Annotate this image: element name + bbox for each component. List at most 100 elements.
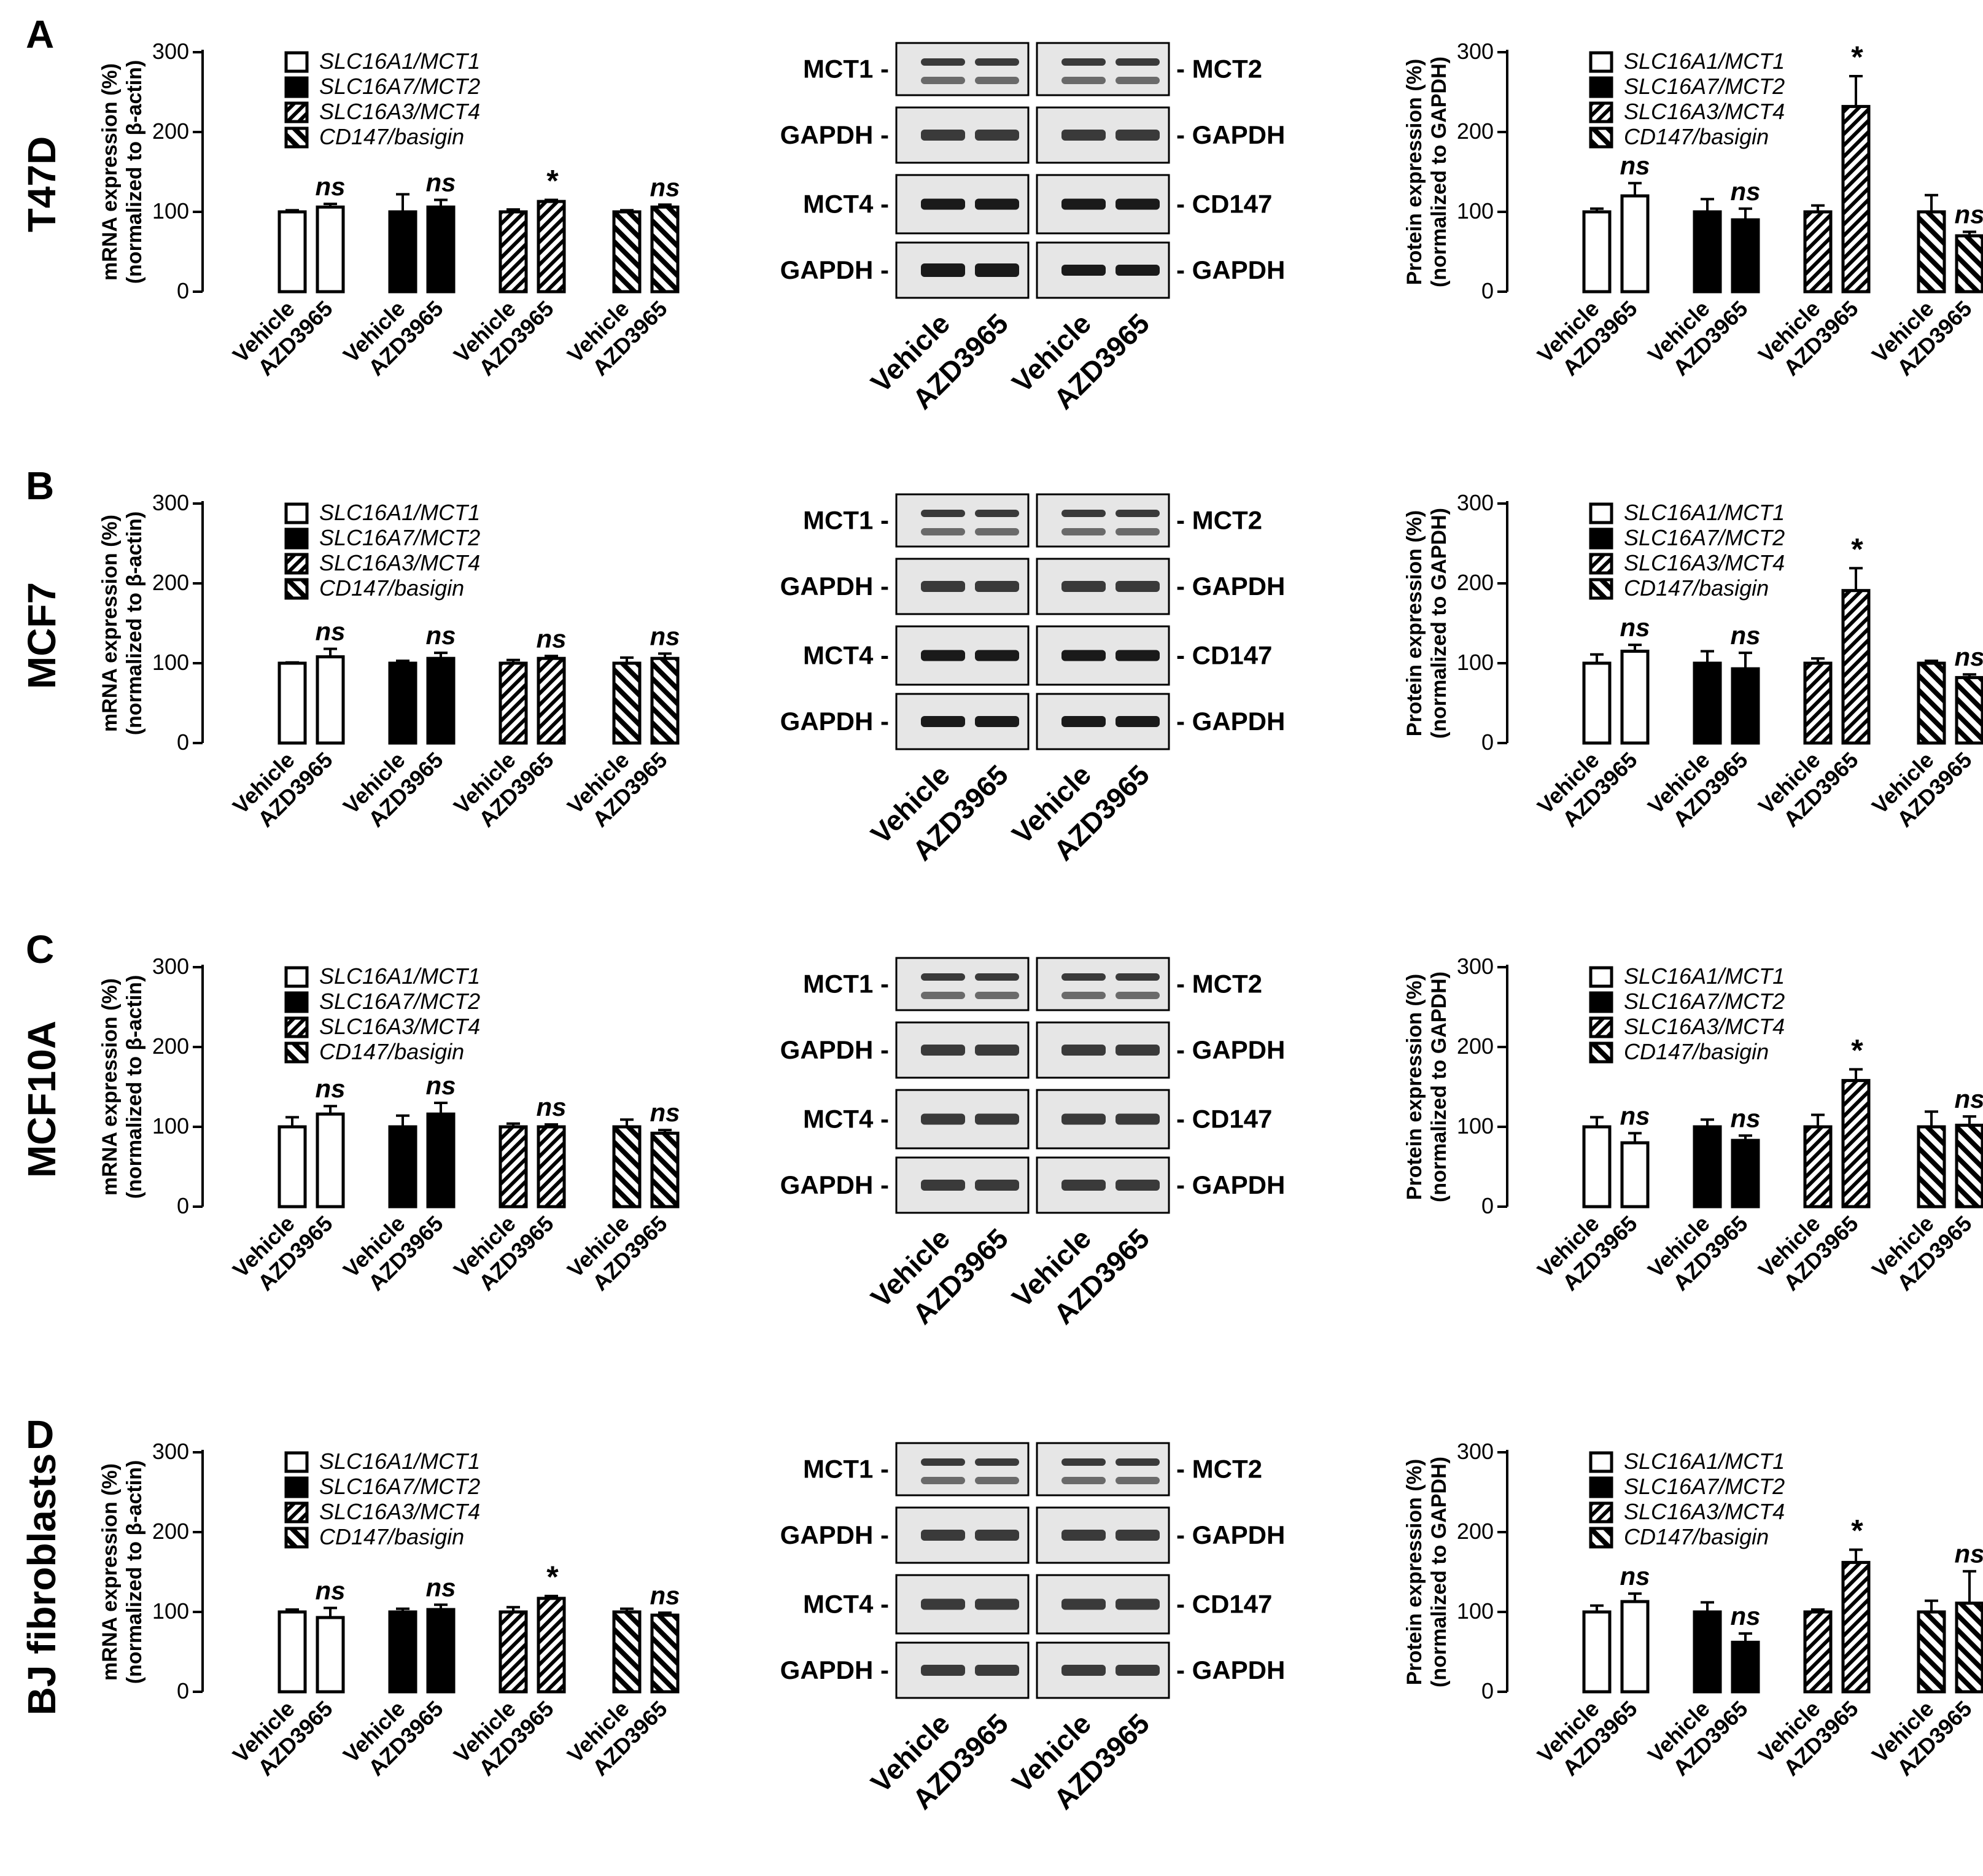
- legend-label: SLC16A3/MCT4: [1624, 99, 1785, 124]
- blot-band: [921, 1458, 965, 1466]
- legend-label: SLC16A7/MCT2: [319, 525, 480, 550]
- significance-label: ns: [1954, 1084, 1983, 1113]
- blot-band: [1116, 265, 1160, 276]
- blot-band: [921, 528, 965, 535]
- bar: [1731, 1640, 1760, 1694]
- panel-letter: A: [26, 12, 54, 56]
- blot-band: [1061, 130, 1106, 141]
- blot-band: [1116, 510, 1160, 517]
- bar: [426, 1608, 456, 1694]
- blot-band: [1116, 130, 1160, 141]
- blot-left-label: MCT1 -: [803, 506, 889, 535]
- bar: [1620, 650, 1650, 745]
- legend-swatch: [284, 553, 309, 575]
- significance-label: ns: [1730, 1602, 1760, 1630]
- legend-label: SLC16A7/MCT2: [319, 1474, 480, 1499]
- blot-band: [921, 58, 965, 66]
- blot-band: [921, 650, 965, 661]
- cell-line-label: MCF10A: [20, 1021, 64, 1178]
- bar: [1841, 1560, 1871, 1694]
- y-tick-label: 100: [1457, 1598, 1494, 1624]
- significance-label: ns: [1730, 1103, 1760, 1132]
- blot-band: [1061, 1113, 1106, 1125]
- legend-swatch: [1589, 1527, 1613, 1549]
- legend-label: SLC16A3/MCT4: [319, 1014, 480, 1039]
- significance-label: *: [1850, 532, 1863, 566]
- blot-box: [895, 957, 1030, 1011]
- blot-box: [1036, 493, 1170, 548]
- bar: [1803, 1610, 1833, 1694]
- blot-left-label: GAPDH -: [780, 1656, 889, 1684]
- blot-band: [975, 510, 1019, 517]
- bar: [1693, 661, 1722, 745]
- bar: [1582, 1125, 1612, 1209]
- significance-label: ns: [1620, 1101, 1650, 1130]
- bar: [499, 661, 528, 745]
- blot-band: [1061, 265, 1106, 276]
- blot-band: [921, 973, 965, 981]
- bar: [388, 210, 417, 294]
- legend-label: SLC16A1/MCT1: [319, 500, 480, 525]
- blot-right-label: - GAPDH: [1176, 707, 1285, 736]
- blot-band: [1116, 58, 1160, 66]
- blot-band: [921, 581, 965, 592]
- blot-band: [975, 1458, 1019, 1466]
- bar: [1620, 1141, 1650, 1209]
- y-axis-label: (normalized to β-actin): [123, 1460, 146, 1684]
- blot-band: [1116, 1598, 1160, 1610]
- legend-label: SLC16A7/MCT2: [319, 989, 480, 1014]
- blot-band: [921, 992, 965, 999]
- bar: [537, 1125, 566, 1209]
- legend-swatch: [1589, 76, 1613, 98]
- bar: [388, 1125, 417, 1209]
- blot-band: [975, 77, 1019, 84]
- y-tick-label: 200: [1457, 1519, 1494, 1544]
- legend-label: SLC16A3/MCT4: [1624, 550, 1785, 575]
- blot-band: [1116, 1045, 1160, 1056]
- bar: [1803, 210, 1833, 294]
- y-tick-label: 200: [152, 1033, 189, 1059]
- legend-swatch: [284, 527, 309, 550]
- legend-label: SLC16A1/MCT1: [319, 963, 480, 989]
- blot-right-label: - CD147: [1176, 190, 1272, 219]
- significance-label: ns: [1954, 200, 1983, 229]
- y-axis-label: Protein expression (%): [1403, 59, 1426, 285]
- blot-band: [975, 130, 1019, 141]
- blot-right-label: - GAPDH: [1176, 1520, 1285, 1549]
- bar: [1582, 661, 1612, 745]
- legend-swatch: [1589, 51, 1613, 73]
- western-blot: MCT1 - - MCT2 GAPDH - - GAPDH MCT4 - - CD147 G…: [780, 42, 1285, 415]
- panel-D: DBJ fibroblasts 0 100 200 300 mRNA expression…: [20, 1412, 1983, 1815]
- blot-band: [921, 1180, 965, 1191]
- bar: [1841, 589, 1871, 745]
- y-axis-label: Protein expression (%): [1403, 1459, 1426, 1685]
- blot-band: [1061, 1530, 1106, 1541]
- legend-swatch: [1589, 101, 1613, 123]
- bar: [612, 661, 642, 745]
- legend-label: SLC16A1/MCT1: [319, 1449, 480, 1474]
- significance-label: ns: [536, 1092, 566, 1121]
- y-axis-label: (normalized to GAPDH): [1427, 56, 1451, 287]
- bar: [537, 1597, 566, 1694]
- blot-left-label: GAPDH -: [780, 1035, 889, 1064]
- blot-band: [921, 198, 965, 210]
- blot-band: [1061, 650, 1106, 661]
- bar: [388, 1610, 417, 1694]
- y-axis-label: (normalized to β-actin): [123, 512, 146, 736]
- blot-box: [895, 42, 1030, 96]
- bar: [316, 655, 345, 745]
- blot-left-label: MCT4 -: [803, 1590, 889, 1619]
- blot-box: [1036, 957, 1170, 1011]
- y-axis-label: (normalized to GAPDH): [1427, 1457, 1451, 1687]
- blot-right-label: - CD147: [1176, 1105, 1272, 1134]
- legend-swatch: [1589, 1041, 1613, 1064]
- significance-label: ns: [650, 173, 680, 201]
- bar: [1731, 1138, 1760, 1209]
- bar: [1582, 210, 1612, 294]
- bar: [1917, 661, 1946, 745]
- bar: [388, 661, 417, 745]
- legend-swatch: [1589, 126, 1613, 149]
- bar: [1917, 1610, 1946, 1694]
- blot-band: [1061, 1477, 1106, 1484]
